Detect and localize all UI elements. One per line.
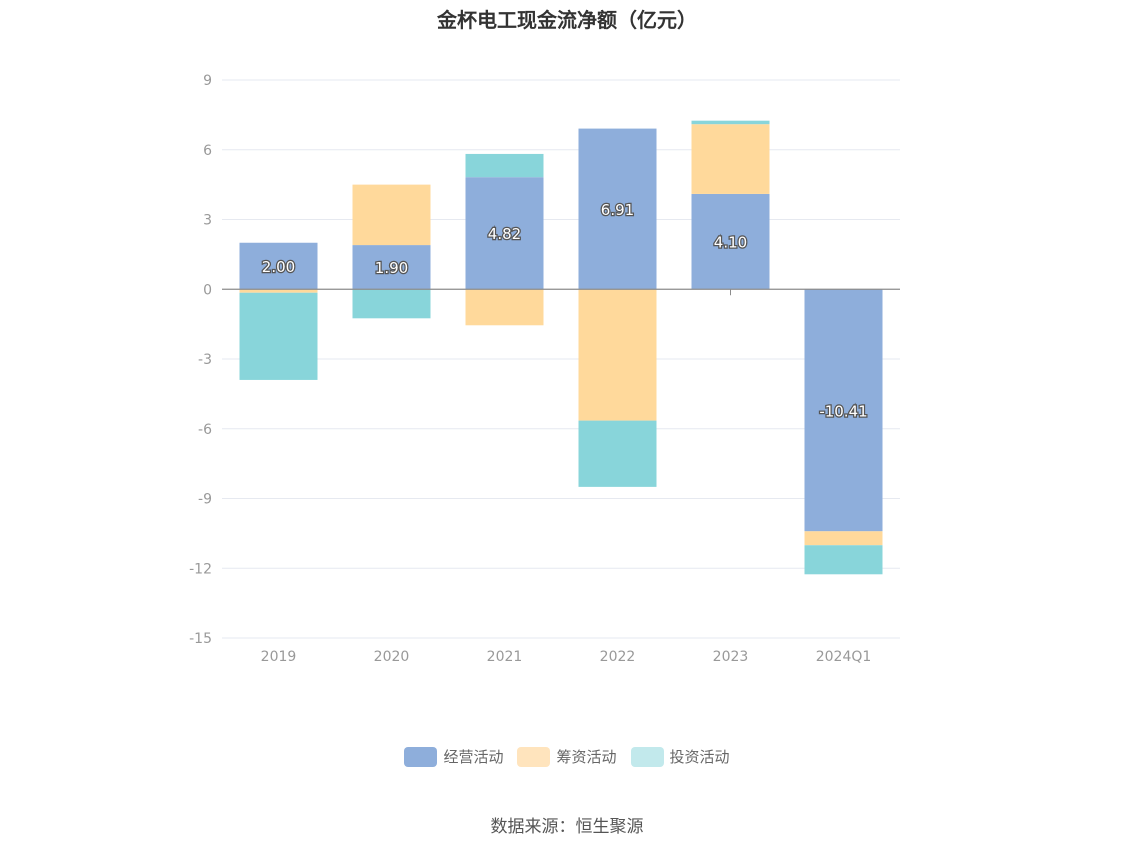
data-label: -10.41	[819, 402, 867, 420]
bar-segment	[465, 177, 544, 290]
grid-lines	[222, 79, 900, 639]
bar-segment	[691, 120, 770, 125]
bars	[239, 120, 883, 575]
data-label: 2.00	[262, 258, 295, 276]
bar-segment	[239, 289, 318, 293]
legend-swatch	[517, 746, 551, 767]
x-tick-label: 2022	[600, 649, 636, 665]
bar-segment	[352, 184, 431, 246]
bar-segment	[352, 289, 431, 319]
source-note: 数据来源：恒生聚源	[490, 817, 644, 837]
bar-segment	[465, 289, 544, 326]
data-label: 1.90	[375, 259, 408, 277]
legend-item[interactable]: 经营活动	[404, 746, 503, 767]
data-label: 6.91	[601, 201, 634, 219]
y-tick-label: 3	[203, 213, 212, 229]
bar-segment	[691, 193, 770, 290]
y-tick-label: -15	[189, 631, 212, 647]
bar-segment	[239, 292, 318, 380]
y-tick-label: -9	[198, 492, 212, 508]
y-tick-label: 0	[203, 282, 212, 298]
bar-segment	[691, 124, 770, 194]
legend-swatch	[630, 746, 664, 767]
data-label: 4.10	[714, 234, 747, 252]
y-tick-label: -3	[198, 352, 212, 368]
x-tick-label: 2020	[374, 649, 410, 665]
legend-item[interactable]: 筹资活动	[517, 746, 617, 767]
data-labels: 2.00 1.90 4.82 6.91 4.10 -10.41	[261, 200, 869, 422]
chart-title: 金杯电工现金流净额（亿元）	[437, 8, 697, 32]
data-label: 4.82	[488, 225, 521, 243]
x-tick-label: 2021	[487, 649, 523, 665]
axes: 9 6 3 0 -3 -6 -9 -12 -15 2019 2020 2021 2022 2023 2024…	[189, 73, 900, 665]
x-tick-label: 2019	[261, 649, 297, 665]
bar-segment	[578, 289, 657, 421]
y-tick-label: -12	[189, 561, 212, 577]
legend-swatch	[404, 746, 438, 767]
legend-item[interactable]: 投资活动	[630, 746, 730, 767]
bar-segment	[804, 289, 883, 532]
bar-segment	[465, 153, 544, 178]
x-tick-label: 2023	[713, 649, 749, 665]
y-tick-label: 6	[203, 143, 212, 159]
legend: 经营活动 筹资活动 投资活动	[0, 746, 1134, 767]
legend-label: 筹资活动	[556, 748, 617, 766]
y-tick-label: 9	[203, 73, 212, 89]
legend-label: 投资活动	[669, 748, 730, 766]
bar-segment	[804, 531, 883, 546]
y-tick-label: -6	[198, 422, 212, 438]
bar-segment	[804, 545, 883, 575]
bar-segment	[578, 420, 657, 487]
x-tick-label: 2024Q1	[816, 649, 872, 665]
bar-segment	[239, 242, 318, 290]
bar-segment	[352, 245, 431, 290]
bar-segment	[578, 128, 657, 290]
legend-label: 经营活动	[443, 748, 504, 766]
